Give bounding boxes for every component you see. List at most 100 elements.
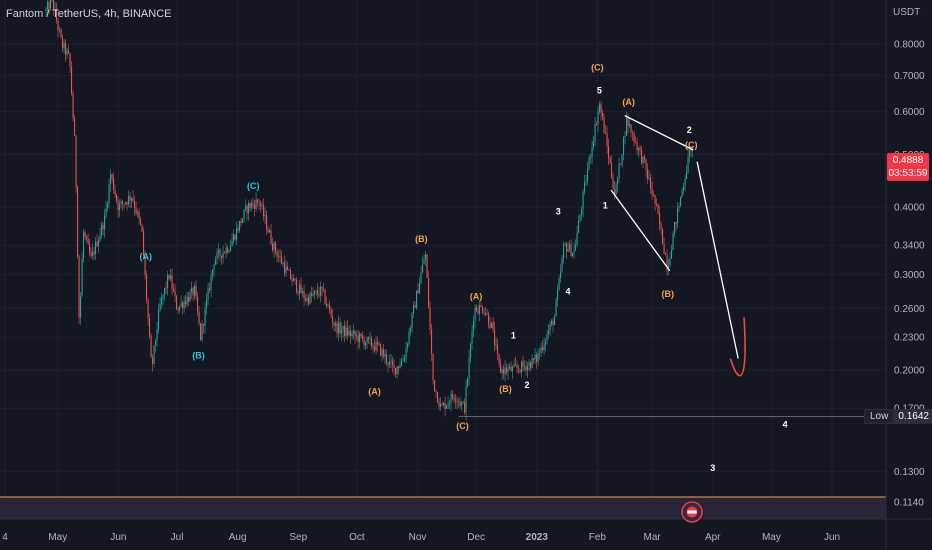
- candle-body: [420, 272, 422, 283]
- candle-body: [645, 159, 647, 170]
- candle-body: [245, 205, 247, 210]
- x-tick-label: Nov: [409, 532, 427, 543]
- candle-body: [234, 234, 236, 240]
- candle-body: [89, 244, 91, 253]
- candle-body: [503, 369, 505, 375]
- candle-body: [617, 178, 619, 185]
- candle-body: [362, 336, 364, 339]
- wave-label: (C): [591, 63, 604, 73]
- flag-icon-stripe: [687, 510, 697, 514]
- candle-body: [254, 204, 256, 209]
- candle-body: [216, 251, 218, 260]
- wave-label: (B): [662, 289, 675, 299]
- candle-body: [363, 338, 365, 346]
- x-tick-label: Jun: [824, 532, 840, 543]
- candle-body: [539, 353, 541, 354]
- candle-body: [390, 360, 392, 362]
- y-tick-label: 0.6000: [894, 107, 925, 118]
- candle-body: [119, 203, 121, 211]
- wave-label: 1: [603, 201, 608, 211]
- candle-body: [353, 330, 355, 334]
- candle-body: [638, 147, 640, 150]
- candle-body: [644, 156, 646, 160]
- candle-body: [140, 218, 142, 225]
- replay-button[interactable]: [681, 501, 703, 523]
- candle-body: [222, 252, 224, 258]
- candle-body: [672, 233, 674, 250]
- candle-body: [137, 212, 139, 214]
- candle-body: [590, 157, 592, 158]
- candle-body: [86, 236, 88, 239]
- candle-body: [414, 305, 416, 308]
- candle-body: [287, 266, 289, 271]
- candle-body: [465, 386, 467, 413]
- lower-band: [0, 497, 886, 519]
- candle-body: [141, 224, 143, 232]
- candle-body: [510, 366, 512, 372]
- candle-body: [558, 278, 560, 290]
- candle-body: [393, 365, 395, 368]
- x-tick-label: Oct: [349, 532, 365, 543]
- candle-body: [564, 243, 566, 246]
- candle-body: [93, 251, 95, 255]
- candle-body: [306, 297, 308, 301]
- low-tag-label: Low: [864, 409, 895, 424]
- currency-label: USDT: [893, 7, 921, 18]
- wave-label: 2: [687, 125, 692, 135]
- candle-body: [134, 200, 136, 208]
- candle-body: [203, 324, 205, 326]
- candle-body: [177, 309, 179, 311]
- wave-label: (C): [247, 181, 260, 191]
- candle-body: [656, 203, 658, 205]
- candle-body: [300, 284, 302, 294]
- candle-body: [83, 232, 85, 259]
- candle-body: [161, 297, 163, 305]
- candle-body: [260, 203, 262, 206]
- candle-body: [183, 301, 185, 309]
- candle-body: [654, 194, 656, 204]
- candle-body: [231, 240, 233, 247]
- candle-body: [689, 149, 691, 157]
- candle-body: [167, 275, 169, 289]
- candle-body: [383, 349, 385, 357]
- candle-body: [230, 246, 232, 251]
- candle-body: [605, 132, 607, 134]
- candle-body: [99, 235, 101, 241]
- candle-body: [473, 320, 475, 331]
- candle-body: [96, 241, 98, 247]
- wave-label: 1: [511, 331, 516, 341]
- candle-body: [368, 337, 370, 339]
- candle-body: [200, 323, 202, 340]
- candle-body: [293, 278, 295, 282]
- candle-body: [252, 203, 254, 205]
- candle-body: [380, 343, 382, 356]
- candle-body: [530, 362, 532, 369]
- candle-body: [467, 378, 469, 387]
- candle-body: [483, 312, 485, 314]
- candle-body: [114, 190, 116, 196]
- candle-body: [78, 256, 80, 318]
- candle-body: [320, 286, 322, 296]
- candle-body: [191, 288, 193, 293]
- candle-body: [129, 196, 131, 201]
- candle-body: [659, 213, 661, 225]
- candle-body: [662, 228, 664, 244]
- candle-body: [345, 327, 347, 336]
- candle-body: [189, 292, 191, 302]
- candle-body: [212, 269, 214, 276]
- candle-body: [692, 150, 694, 151]
- y-tick-label: 0.2000: [894, 366, 925, 377]
- candle-body: [264, 215, 266, 217]
- candle-body: [153, 345, 155, 364]
- candle-body: [675, 222, 677, 224]
- candle-body: [452, 394, 454, 399]
- candle-body: [281, 256, 283, 264]
- candle-body: [324, 289, 326, 304]
- candle-body: [515, 364, 517, 366]
- candle-body: [120, 201, 122, 204]
- x-tick-label: Jun: [110, 532, 126, 543]
- candle-body: [147, 300, 149, 319]
- candle-body: [156, 329, 158, 341]
- candle-body: [374, 346, 376, 351]
